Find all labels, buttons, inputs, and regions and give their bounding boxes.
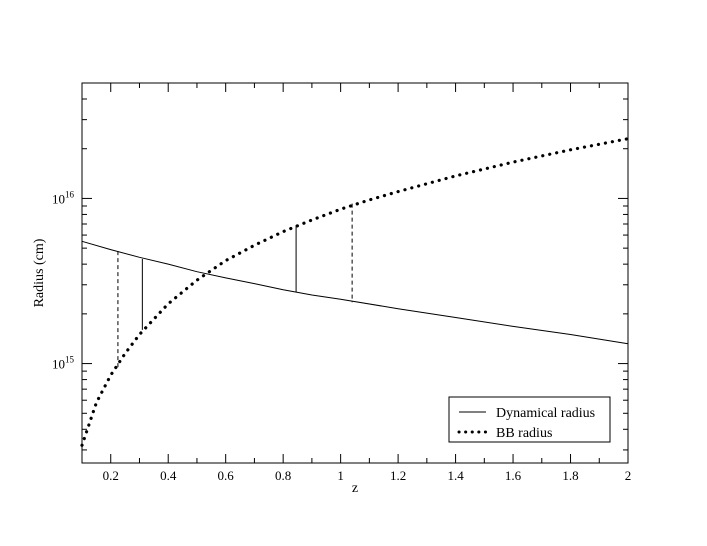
legend: Dynamical radius BB radius [448, 396, 611, 443]
x-tick-label-4: 1 [337, 468, 344, 483]
x-tick-label-7: 1.6 [505, 468, 522, 483]
series-group [80, 137, 630, 447]
y-tick-label-0: 1015 [52, 355, 75, 372]
x-tick-label-5: 1.2 [390, 468, 406, 483]
x-tick-label-8: 1.8 [562, 468, 578, 483]
y-axis-minor-ticks [82, 82, 628, 451]
plot-frame [81, 82, 629, 464]
series-line-bb-radius [80, 137, 630, 447]
y-axis-label: Radius (cm) [32, 238, 47, 307]
y-tick-label-1: 1016 [52, 189, 75, 206]
y-axis-ticks: 1015 1016 [52, 189, 75, 371]
x-axis-ticks: 0.2 0.4 0.6 0.8 1 1.2 1.4 1.6 1.8 2 [81, 83, 632, 483]
x-tick-label-9: 2 [625, 468, 632, 483]
series-line-dynamical-radius [81, 240, 629, 345]
legend-label-dynamical-radius: Dynamical radius [496, 406, 595, 421]
vertical-markers [117, 203, 353, 368]
x-tick-label-1: 0.4 [160, 468, 177, 483]
x-axis-label: z [352, 481, 358, 496]
legend-label-bb-radius: BB radius [496, 426, 552, 441]
x-tick-label-2: 0.6 [218, 468, 235, 483]
legend-box [448, 396, 611, 443]
x-tick-label-3: 0.8 [275, 468, 291, 483]
x-tick-label-0: 0.2 [103, 468, 119, 483]
x-tick-label-6: 1.4 [447, 468, 464, 483]
